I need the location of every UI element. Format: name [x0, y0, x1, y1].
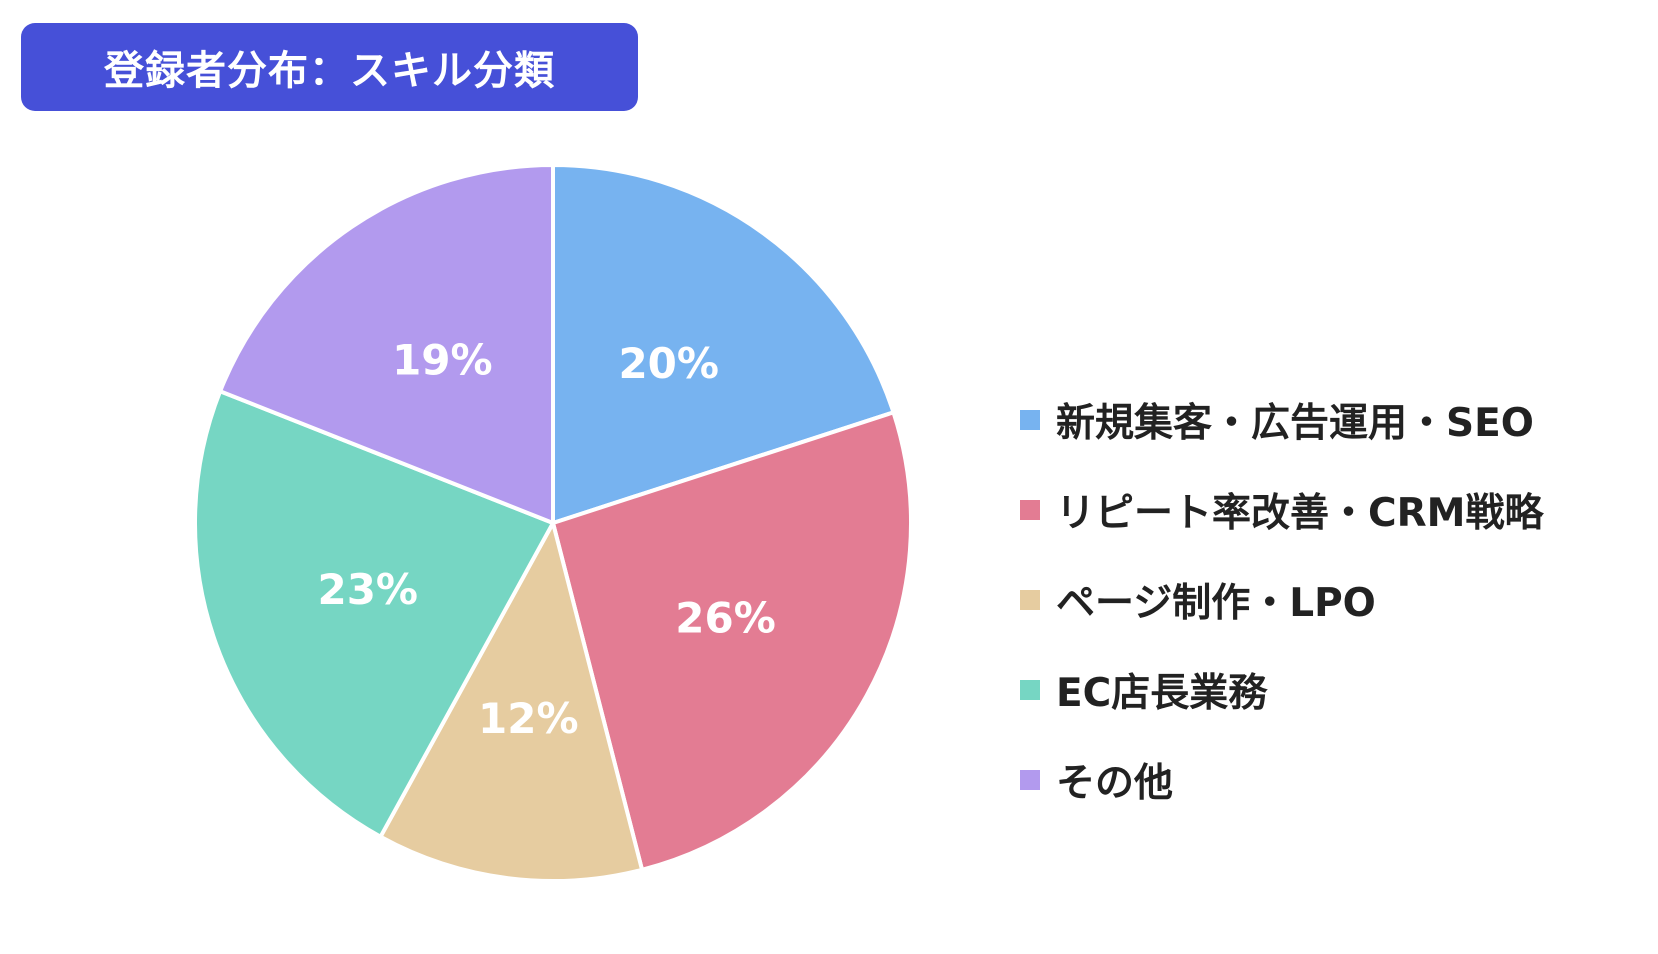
legend-label-0: 新規集客・広告運用・SEO [1056, 401, 1534, 446]
legend-label-1: リピート率改善・CRM戦略 [1056, 491, 1544, 536]
pie-slice-3 [193, 389, 555, 839]
legend-label-3: EC店長業務 [1056, 671, 1268, 716]
legend-swatch-4 [1020, 770, 1040, 790]
legend-label-2: ページ制作・LPO [1056, 581, 1376, 626]
legend-item-2: ページ制作・LPO [1020, 555, 1543, 645]
pie-slices [193, 163, 913, 883]
legend-swatch-0 [1020, 410, 1040, 430]
legend-item-0: 新規集客・広告運用・SEO [1020, 375, 1543, 465]
legend-item-4: その他 [1020, 735, 1543, 825]
pie-value-label-0: 20% [618, 339, 719, 388]
legend-swatch-1 [1020, 500, 1040, 520]
pie-value-label-1: 26% [675, 593, 776, 642]
pie-value-label-2: 12% [478, 694, 579, 743]
pie-slice-0 [551, 163, 896, 525]
legend-swatch-3 [1020, 680, 1040, 700]
legend-swatch-2 [1020, 590, 1040, 610]
legend-item-3: EC店長業務 [1020, 645, 1543, 735]
legend-label-4: その他 [1056, 761, 1174, 806]
chart-title-badge: 登録者分布：スキル分類 [21, 23, 638, 111]
legend-item-1: リピート率改善・CRM戦略 [1020, 465, 1543, 555]
pie-slice-1 [551, 410, 913, 872]
chart-title: 登録者分布：スキル分類 [104, 48, 555, 94]
pie-value-label-3: 23% [317, 565, 418, 614]
pie-slice-4 [218, 163, 555, 525]
pie-value-label-4: 19% [392, 336, 493, 385]
pie-slice-2 [378, 521, 645, 883]
pie-value-labels: 20% 26% 12% 23% 19% [317, 336, 775, 743]
chart-legend: 新規集客・広告運用・SEO リピート率改善・CRM戦略 ページ制作・LPO EC店長業… [1020, 375, 1543, 825]
